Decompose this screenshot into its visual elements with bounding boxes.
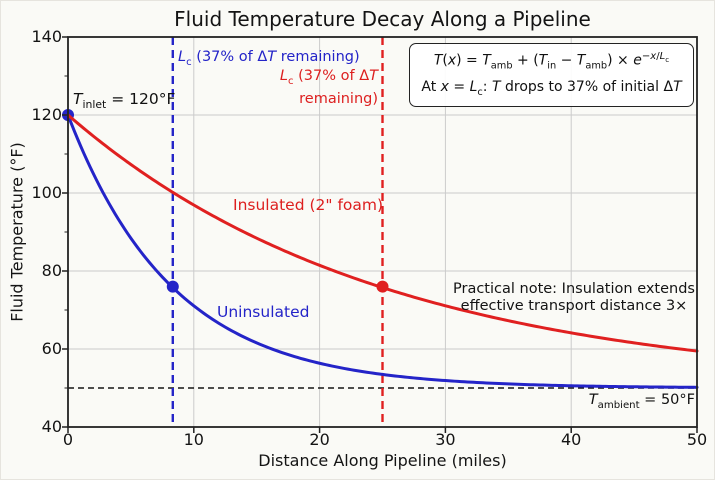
formula-equation: T(x) = Tamb + (Tin − Tamb) × e−x/Lc xyxy=(433,51,670,72)
x-tick-label: 10 xyxy=(183,430,204,449)
uninsulated-curve-label: Uninsulated xyxy=(217,303,310,321)
practical-note-line1: Practical note: Insulation extends xyxy=(453,281,695,297)
lc-insulated-annotation: Lc (37% of ΔT remaining) xyxy=(279,68,378,108)
y-tick-label: 120 xyxy=(31,105,62,124)
data-point-marker xyxy=(376,280,389,293)
y-tick-label: 80 xyxy=(41,261,62,280)
y-tick-label: 140 xyxy=(31,27,62,46)
y-tick-label: 60 xyxy=(41,339,62,358)
formula-note: At x = Lc: T drops to 37% of initial ΔT xyxy=(421,79,682,99)
x-axis-label: Distance Along Pipeline (miles) xyxy=(258,451,507,470)
y-tick-label: 40 xyxy=(41,417,62,436)
tick-marks xyxy=(62,36,698,433)
y-axis-label: Fluid Temperature (°F) xyxy=(7,142,27,322)
practical-note-line2: effective transport distance 3× xyxy=(460,298,688,315)
chart-title: Fluid Temperature Decay Along a Pipeline xyxy=(174,7,591,31)
inlet-temperature-annotation: Tinlet = 120°F xyxy=(73,90,176,112)
x-tick-label: 50 xyxy=(686,430,708,449)
data-point-marker xyxy=(166,280,179,293)
lc-uninsulated-annotation: Lc (37% of ΔT remaining) xyxy=(178,49,360,68)
ambient-temperature-annotation: Tambient = 50°F xyxy=(588,392,695,411)
x-tick-label: 30 xyxy=(435,430,456,449)
practical-note: Practical note: Insulation extends effec… xyxy=(448,281,700,316)
formula-box: T(x) = Tamb + (Tin − Tamb) × e−x/Lc At x… xyxy=(409,43,694,107)
x-tick-label: 40 xyxy=(561,430,582,449)
x-tick-label: 0 xyxy=(62,430,74,449)
x-tick-label: 20 xyxy=(309,430,330,449)
y-tick-label: 100 xyxy=(31,183,62,202)
insulated-curve-label: Insulated (2" foam) xyxy=(233,196,384,214)
